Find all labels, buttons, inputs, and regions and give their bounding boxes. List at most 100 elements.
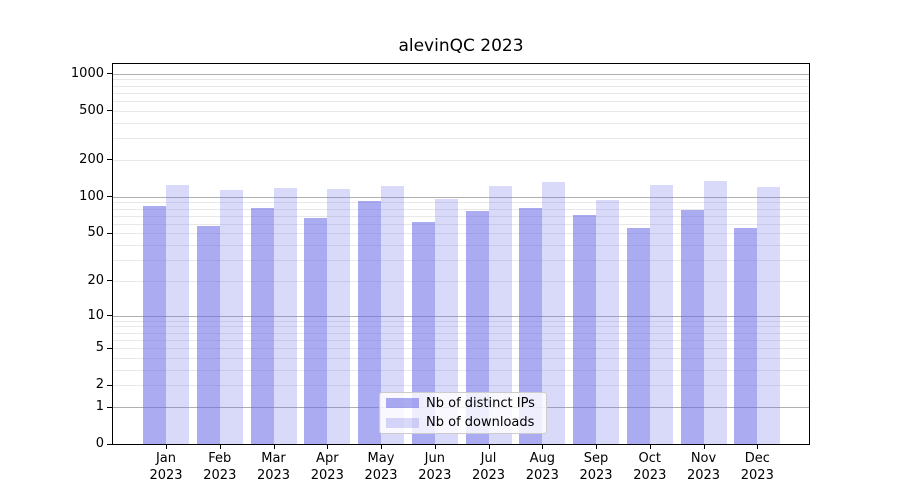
- x-tick-month: Nov: [690, 451, 717, 466]
- x-tick-mark: [166, 445, 167, 449]
- bar-distinct-ips-may: [358, 200, 381, 444]
- minor-gridline: [113, 100, 809, 102]
- y-tick-mark: [107, 315, 112, 317]
- legend-label-downloads: Nb of downloads: [426, 415, 535, 431]
- x-tick-label: Mar 2023: [246, 450, 302, 484]
- minor-gridline: [113, 339, 809, 341]
- y-tick-mark: [107, 347, 112, 349]
- y-tick-mark: [107, 384, 112, 386]
- x-tick-month: Jun: [424, 451, 445, 466]
- y-tick-label: 5: [95, 340, 104, 356]
- major-gridline: [113, 196, 809, 198]
- major-gridline: [113, 73, 809, 75]
- bar-downloads-dec: [757, 187, 781, 444]
- minor-gridline: [113, 332, 809, 334]
- legend-swatch-downloads: [386, 417, 419, 428]
- minor-gridline: [113, 138, 809, 139]
- x-tick-year: 2023: [364, 468, 398, 483]
- y-tick-label: 100: [79, 188, 104, 204]
- legend-entry-distinct-ips: Nb of distinct IPs: [380, 394, 546, 412]
- bar-distinct-ips-nov: [680, 209, 704, 444]
- x-tick-label: Nov 2023: [676, 450, 732, 484]
- bar-downloads-nov: [703, 181, 727, 444]
- legend-label-distinct-ips: Nb of distinct IPs: [426, 395, 535, 411]
- legend: Nb of distinct IPs Nb of downloads: [379, 392, 547, 434]
- x-tick-month: Oct: [638, 451, 662, 466]
- plot-area: [112, 63, 810, 445]
- bar-distinct-ips-jun: [411, 221, 435, 444]
- x-tick-mark: [542, 445, 544, 449]
- bar-distinct-ips-oct: [626, 228, 650, 444]
- legend-entry-downloads: Nb of downloads: [380, 414, 546, 432]
- minor-gridline: [113, 208, 809, 210]
- y-tick-label: 0: [95, 436, 104, 452]
- x-tick-month: Jan: [155, 451, 177, 466]
- minor-gridline: [113, 369, 809, 371]
- minor-gridline: [113, 280, 809, 282]
- x-tick-mark: [381, 445, 382, 449]
- minor-gridline: [113, 245, 809, 246]
- x-tick-month: Dec: [744, 451, 770, 466]
- x-tick-mark: [703, 445, 705, 449]
- bar-distinct-ips-mar: [250, 208, 274, 444]
- bar-distinct-ips-apr: [304, 217, 328, 444]
- bar-distinct-ips-jul: [465, 210, 489, 444]
- x-tick-year: 2023: [740, 468, 774, 483]
- x-tick-mark: [596, 445, 597, 449]
- chart-title: alevinQC 2023: [398, 36, 524, 56]
- y-tick-mark: [107, 196, 112, 198]
- x-tick-mark: [434, 445, 436, 449]
- y-tick-label: 200: [79, 151, 104, 167]
- x-tick-year: 2023: [525, 468, 559, 483]
- y-tick-mark: [107, 159, 112, 161]
- x-tick-month: Aug: [529, 451, 555, 466]
- bar-downloads-may: [381, 186, 404, 444]
- x-tick-label: Jan 2023: [138, 450, 194, 484]
- bar-downloads-apr: [327, 189, 351, 444]
- x-tick-label: Aug 2023: [514, 450, 570, 484]
- bar-downloads-jul: [488, 186, 512, 444]
- bar-downloads-mar: [273, 187, 297, 444]
- y-tick-label: 20: [87, 272, 104, 288]
- x-tick-mark: [649, 445, 651, 449]
- minor-gridline: [113, 348, 809, 350]
- y-tick-mark: [107, 110, 112, 112]
- minor-gridline: [113, 110, 809, 112]
- x-tick-label: Feb 2023: [192, 450, 248, 484]
- bar-downloads-jun: [434, 198, 458, 444]
- legend-swatch-distinct-ips: [386, 398, 419, 409]
- minor-gridline: [113, 326, 809, 328]
- y-tick-label: 500: [79, 102, 104, 118]
- minor-gridline: [113, 260, 809, 261]
- minor-gridline: [113, 233, 809, 235]
- x-tick-label: Oct 2023: [622, 450, 678, 484]
- x-tick-year: 2023: [203, 468, 237, 483]
- minor-gridline: [113, 357, 809, 359]
- y-tick-label: 1000: [70, 65, 104, 81]
- x-tick-year: 2023: [686, 468, 721, 483]
- x-tick-label: Sep 2023: [568, 450, 624, 484]
- y-tick-mark: [107, 443, 112, 445]
- minor-gridline: [113, 385, 809, 387]
- x-tick-year: 2023: [256, 468, 291, 483]
- minor-gridline: [113, 320, 809, 322]
- x-tick-label: Jul 2023: [461, 450, 517, 484]
- bar-downloads-feb: [219, 190, 243, 444]
- x-tick-mark: [327, 445, 329, 449]
- x-tick-month: Jul: [480, 451, 497, 466]
- y-tick-mark: [107, 232, 112, 234]
- x-tick-year: 2023: [418, 468, 452, 483]
- x-tick-year: 2023: [633, 468, 667, 483]
- minor-gridline: [113, 122, 809, 124]
- major-gridline: [113, 315, 809, 317]
- y-tick-mark: [107, 280, 112, 282]
- x-tick-mark: [273, 445, 275, 449]
- x-tick-label: Apr 2023: [299, 450, 355, 484]
- x-tick-label: Dec 2023: [729, 450, 785, 484]
- x-tick-year: 2023: [149, 468, 183, 483]
- y-tick-label: 10: [87, 307, 104, 323]
- x-tick-year: 2023: [310, 468, 344, 483]
- minor-gridline: [113, 223, 809, 225]
- bar-downloads-oct: [649, 184, 673, 444]
